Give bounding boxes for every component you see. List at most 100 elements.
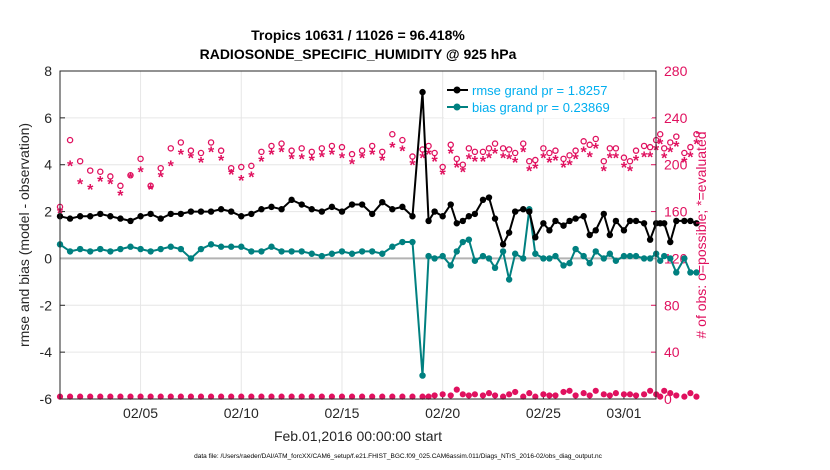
obs-low-point bbox=[499, 393, 507, 400]
obs-possible-point bbox=[687, 143, 694, 151]
obs-possible-point bbox=[592, 135, 599, 143]
obs-low-point bbox=[107, 393, 114, 400]
bias-point bbox=[572, 245, 579, 253]
obs-evaluated-point: * bbox=[228, 167, 235, 184]
y-left-tick-label: 4 bbox=[44, 157, 52, 173]
bias-point bbox=[258, 248, 265, 255]
bias-point bbox=[197, 245, 205, 253]
obs-possible-point bbox=[66, 136, 74, 144]
obs-possible-point bbox=[238, 163, 245, 171]
obs-possible-point bbox=[389, 131, 396, 138]
rmse-point bbox=[552, 217, 559, 225]
obs-low-point bbox=[620, 391, 628, 398]
obs-low-point bbox=[693, 393, 700, 400]
obs-low-point bbox=[687, 390, 694, 397]
bias-point bbox=[687, 269, 694, 276]
bias-point bbox=[368, 248, 376, 255]
bias-point bbox=[425, 252, 432, 260]
obs-low-point bbox=[681, 393, 688, 400]
legend-rmse-marker bbox=[453, 86, 461, 94]
y-left-tick-label: 2 bbox=[44, 204, 52, 220]
rmse-point bbox=[465, 213, 473, 220]
obs-evaluated-point: * bbox=[448, 146, 455, 163]
y-left-tick-label: 0 bbox=[44, 250, 52, 266]
obs-evaluated-point: * bbox=[97, 174, 104, 191]
obs-possible-point bbox=[137, 155, 144, 163]
obs-possible-point bbox=[157, 164, 164, 172]
obs-evaluated-point: * bbox=[349, 156, 356, 173]
rmse-point bbox=[217, 206, 225, 213]
obs-evaluated-point: * bbox=[208, 145, 215, 162]
obs-evaluated-point: * bbox=[681, 155, 688, 172]
obs-low-point bbox=[479, 392, 487, 399]
obs-low-point bbox=[560, 388, 567, 396]
obs-evaluated-point: * bbox=[466, 152, 473, 169]
bias-point bbox=[453, 248, 460, 255]
obs-evaluated-point: * bbox=[137, 165, 144, 182]
obs-possible-point bbox=[177, 139, 185, 146]
obs-low-point bbox=[97, 393, 104, 400]
obs-possible-point bbox=[479, 148, 487, 156]
obs-low-point bbox=[318, 393, 325, 400]
bias-point bbox=[499, 248, 507, 255]
rmse-point bbox=[540, 220, 547, 227]
rmse-point bbox=[425, 217, 432, 225]
bias-point bbox=[97, 245, 104, 253]
obs-possible-point bbox=[308, 148, 316, 156]
y-right-tick-label: 160 bbox=[664, 204, 688, 220]
bias-point bbox=[288, 248, 295, 255]
obs-low-point bbox=[526, 390, 533, 397]
rmse-point bbox=[620, 227, 628, 234]
obs-evaluated-point: * bbox=[520, 145, 527, 162]
obs-possible-point bbox=[258, 148, 265, 156]
rmse-point bbox=[87, 213, 94, 220]
legend-rmse-label: rmse grand pr = 1.8257 bbox=[472, 83, 608, 98]
obs-possible-point bbox=[76, 157, 84, 165]
obs-low-point bbox=[459, 391, 466, 398]
obs-possible-point bbox=[693, 131, 700, 138]
obs-possible-point bbox=[640, 142, 648, 150]
bias-point bbox=[187, 255, 195, 262]
bias-point bbox=[656, 257, 664, 264]
obs-low-point bbox=[238, 393, 245, 400]
obs-low-point bbox=[506, 391, 513, 398]
obs-low-point bbox=[439, 391, 446, 398]
obs-low-point bbox=[485, 390, 493, 397]
bias-point bbox=[107, 248, 114, 255]
obs-evaluated-point: * bbox=[546, 155, 553, 172]
obs-low-point bbox=[248, 393, 255, 400]
y-right-tick-label: 40 bbox=[664, 344, 680, 360]
obs-evaluated-point: * bbox=[218, 153, 225, 170]
obs-low-point bbox=[572, 392, 579, 399]
obs-possible-point bbox=[560, 155, 567, 163]
obs-evaluated-point: * bbox=[552, 153, 559, 170]
chart-title-line1: Tropics 10631 / 11026 = 96.418% bbox=[251, 27, 465, 43]
obs-possible-point bbox=[552, 147, 559, 154]
obs-evaluated-point: * bbox=[359, 151, 366, 168]
obs-low-point bbox=[540, 391, 547, 398]
bias-point bbox=[600, 255, 607, 262]
rmse-point bbox=[566, 217, 573, 225]
obs-possible-point bbox=[505, 146, 513, 153]
bias-point bbox=[358, 248, 366, 255]
obs-low-point bbox=[647, 387, 654, 394]
rmse-point bbox=[268, 203, 275, 211]
obs-possible-point bbox=[580, 138, 587, 145]
obs-possible-point bbox=[532, 156, 539, 164]
obs-evaluated-point: * bbox=[572, 152, 579, 169]
obs-evaluated-point: * bbox=[472, 154, 479, 171]
bias-point bbox=[399, 238, 406, 246]
obs-evaluated-point: * bbox=[389, 140, 396, 157]
bias-point bbox=[479, 252, 487, 260]
bias-point bbox=[207, 241, 215, 248]
obs-evaluated-point: * bbox=[693, 136, 700, 153]
rmse-point bbox=[626, 217, 634, 225]
obs-low-point bbox=[77, 393, 84, 400]
y-axis-label-left: rmse and bias (model - observation) bbox=[16, 123, 32, 347]
obs-low-point bbox=[288, 393, 295, 400]
y-right-tick-label: 200 bbox=[664, 157, 688, 173]
obs-possible-point bbox=[626, 157, 634, 165]
obs-evaluated-point: * bbox=[127, 170, 134, 187]
x-tick-label: 02/15 bbox=[324, 405, 359, 421]
